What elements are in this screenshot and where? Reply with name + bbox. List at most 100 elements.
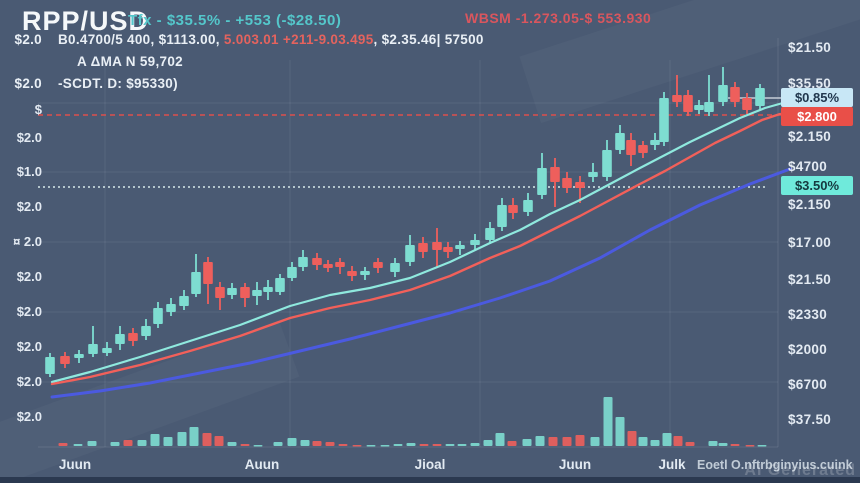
volume-bar (603, 397, 613, 446)
volume-bar (300, 440, 310, 446)
moving-average-mid-red (50, 112, 782, 386)
info-line-text: A ΔMA N 59,702 (58, 54, 183, 69)
volume-bar (457, 444, 467, 446)
candle-body (287, 267, 297, 278)
candle-body (215, 287, 225, 298)
candle-body (730, 87, 740, 102)
candle-body (659, 98, 669, 142)
month-label: Auun (244, 457, 280, 472)
price-tick-label: $4700 (788, 159, 828, 174)
candle-body (373, 262, 383, 268)
month-label: Jioal (414, 457, 446, 472)
candle-body (45, 357, 55, 374)
info-line: $2.0 B0.4700/5 400, $1113.00, 5.003.01 +2… (2, 32, 484, 54)
volume-bar (548, 437, 558, 446)
candle-body (347, 271, 357, 276)
bottom-strip (0, 477, 860, 483)
volume-bar (189, 427, 199, 446)
volume-bar (507, 441, 517, 446)
price-tick-label: $ (34, 102, 42, 117)
candle-body (615, 133, 625, 150)
price-tick-label: $2.150 (788, 197, 832, 212)
volume-bar (163, 437, 173, 446)
candle-body (88, 344, 98, 354)
candle-body (102, 348, 112, 353)
candle-body (562, 178, 572, 188)
candle-body (550, 167, 560, 182)
candle-body (191, 272, 201, 294)
volume-bar (58, 443, 68, 446)
candle-body (166, 304, 176, 312)
candle-body (298, 257, 308, 267)
price-tick-label: $2.0 (16, 409, 42, 424)
candle-body (128, 333, 138, 341)
candle-body (275, 278, 285, 292)
candle-body (390, 263, 400, 272)
info-segment: B0.4700/5 400, $1113.00, (58, 32, 224, 47)
candle-body (335, 262, 345, 267)
info-line-text: B0.4700/5 400, $1113.00, 5.003.01 +211-9… (58, 32, 484, 47)
volume-bar (745, 445, 755, 447)
volume-bar (419, 444, 429, 446)
moving-average-slow-blue (50, 167, 792, 399)
volume-bar (73, 444, 83, 446)
volume-bar (590, 437, 600, 446)
volume-bar (445, 444, 455, 446)
candle-body (485, 228, 495, 240)
candle-body (227, 288, 237, 295)
candle-body (418, 243, 428, 252)
candle-body (537, 168, 547, 195)
volume-bar (380, 445, 390, 447)
price-tick-label: $21.50 (788, 272, 832, 287)
candle-body (360, 271, 370, 275)
volume-bar (177, 432, 187, 446)
info-line: $2.0 -SCDT. D: $95330) (2, 76, 484, 98)
price-tick-label: $2330 (788, 307, 828, 322)
volume-bar (522, 439, 532, 446)
volume-bar (470, 443, 480, 446)
volume-bar (662, 433, 672, 446)
volume-bar (483, 440, 493, 446)
ai-generated-watermark: AI Generated (744, 462, 856, 479)
volume-bar (273, 442, 283, 446)
volume-bar (638, 437, 648, 446)
price-tick-label: $21.50 (788, 40, 832, 55)
candle-body (755, 88, 765, 106)
moving-average-fast-teal (50, 99, 792, 384)
volume-bar (240, 444, 250, 446)
volume-bar (615, 417, 625, 446)
candle-body (240, 287, 250, 298)
volume-bar (287, 438, 297, 446)
volume-bar (150, 434, 160, 446)
price-tick-label: $2.0 (16, 269, 42, 284)
header-stat: WBSM -1.273.05-$ 553.930 (465, 10, 652, 26)
month-label: Juun (58, 457, 92, 472)
volume-bar (227, 442, 237, 446)
price-tick-label: $2000 (788, 342, 828, 357)
price-tick-label: $17.00 (788, 235, 832, 250)
price-tick-label: $35.50 (788, 76, 832, 91)
candle-body (683, 95, 693, 112)
candle-body (179, 296, 189, 306)
volume-bar (338, 444, 348, 446)
volume-bar (137, 440, 147, 446)
price-tick-label: $2.0 (16, 304, 42, 319)
price-tick-label: $37.50 (788, 412, 832, 427)
volume-bar (87, 441, 97, 446)
volume-bar (214, 436, 224, 446)
candle-body (694, 105, 704, 110)
volume-bar (110, 442, 120, 446)
volume-bar (757, 445, 767, 447)
candle-body (405, 245, 415, 262)
candle-body (323, 264, 333, 268)
volume-bar (718, 443, 728, 446)
candle-body (455, 245, 465, 249)
price-tick-label: $2.0 (16, 199, 42, 214)
info-line-text: -SCDT. D: $95330) (58, 76, 178, 91)
pair-title: RPP/USD (22, 6, 150, 36)
candle-body (470, 240, 480, 245)
candle-body (588, 172, 598, 177)
info-segment: 5.003.01 +211-9.03.495 (223, 32, 374, 47)
candle-body (252, 290, 262, 296)
